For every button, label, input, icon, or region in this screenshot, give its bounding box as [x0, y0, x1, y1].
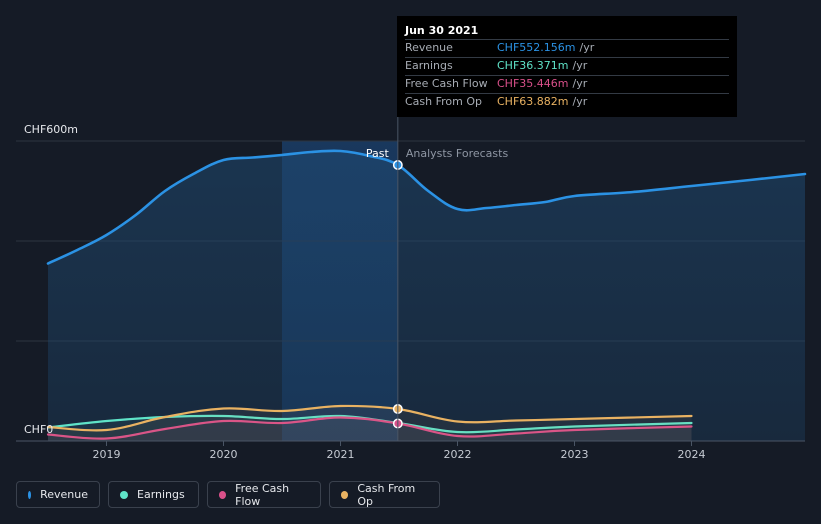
legend-label: Earnings	[137, 488, 185, 501]
tooltip-value: CHF36.371m	[497, 59, 569, 72]
x-tick-label: 2020	[210, 448, 238, 461]
tooltip-unit: /yr	[579, 41, 595, 54]
earnings-line	[46, 414, 693, 434]
revenue-line	[46, 149, 807, 265]
x-tick-label: 2023	[561, 448, 589, 461]
tooltip-label: Revenue	[405, 41, 453, 54]
legend-label: Revenue	[40, 488, 88, 501]
tooltip-row-cash-from-op: Cash From Op CHF63.882m /yr	[405, 93, 729, 111]
tooltip-unit: /yr	[572, 95, 588, 108]
tooltip-label: Cash From Op	[405, 95, 483, 108]
past-label: Past	[366, 147, 390, 160]
cash-from-op-area	[48, 405, 692, 441]
cash-from-op-line	[46, 404, 693, 432]
x-tick-label: 2024	[678, 448, 706, 461]
legend-item-earnings[interactable]: Earnings	[108, 481, 199, 508]
dot-icon	[341, 490, 349, 499]
tooltip-unit: /yr	[572, 59, 588, 72]
tooltip-value: CHF63.882m	[497, 95, 569, 108]
legend-label: Cash From Op	[357, 481, 416, 508]
x-tick-label: 2019	[93, 448, 121, 461]
dot-icon	[120, 490, 128, 499]
tooltip-row-revenue: Revenue CHF552.156m /yr	[405, 39, 729, 57]
y-tick-label: CHF600m	[24, 123, 78, 136]
legend-item-revenue[interactable]: Revenue	[16, 481, 100, 508]
tooltip-row-earnings: Earnings CHF36.371m /yr	[405, 57, 729, 75]
legend-item-free-cash-flow[interactable]: Free Cash Flow	[207, 481, 321, 508]
tooltip-value: CHF552.156m	[497, 41, 576, 54]
x-tick-label: 2022	[444, 448, 472, 461]
dot-icon	[28, 490, 32, 499]
tooltip-label: Earnings	[405, 59, 453, 72]
forecast-label: Analysts Forecasts	[406, 147, 509, 160]
legend: Revenue Earnings Free Cash Flow Cash Fro…	[16, 481, 440, 508]
legend-label: Free Cash Flow	[235, 481, 290, 508]
tooltip-value: CHF35.446m	[497, 77, 569, 90]
tooltip: Jun 30 2021 Revenue CHF552.156m /yr Earn…	[397, 16, 737, 117]
free-cash-flow-line	[46, 416, 693, 440]
revenue-area	[48, 150, 805, 442]
tooltip-row-free-cash-flow: Free Cash Flow CHF35.446m /yr	[405, 75, 729, 93]
tooltip-date: Jun 30 2021	[405, 24, 479, 37]
legend-item-cash-from-op[interactable]: Cash From Op	[329, 481, 440, 508]
x-tick-label: 2021	[327, 448, 355, 461]
tooltip-label: Free Cash Flow	[405, 77, 488, 90]
tooltip-unit: /yr	[572, 77, 588, 90]
y-tick-label: CHF0	[24, 423, 53, 436]
dot-icon	[219, 490, 227, 499]
